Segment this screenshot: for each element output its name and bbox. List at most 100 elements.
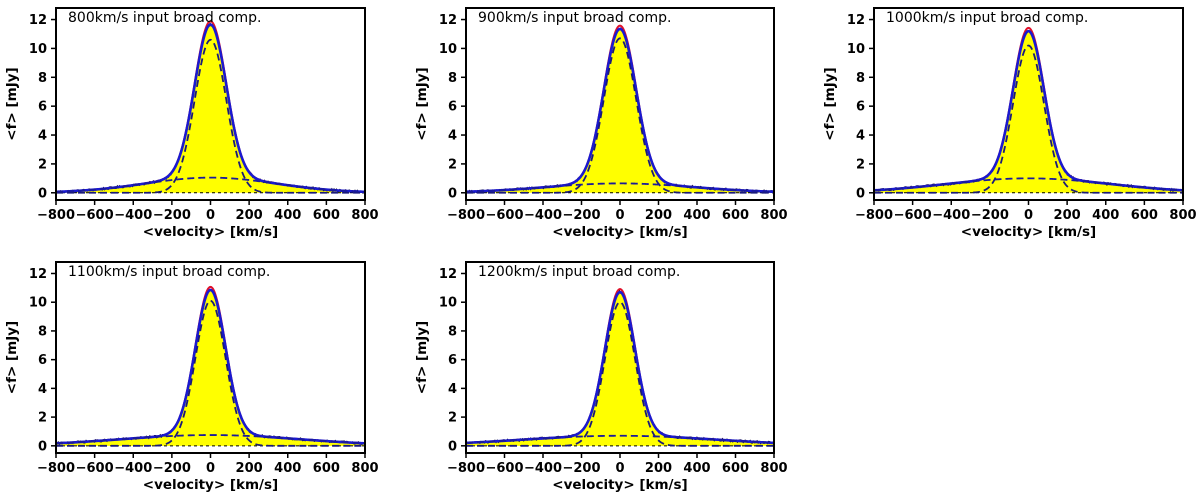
x-tick-label: −600: [76, 461, 114, 476]
x-tick-label: −600: [76, 208, 114, 223]
broad-component-line: [465, 182, 775, 193]
y-tick-label: 10: [29, 296, 47, 311]
y-tick-label: 6: [856, 100, 865, 115]
x-tick-label: −200: [562, 461, 600, 476]
x-tick-label: −600: [485, 208, 523, 223]
broad-component-line: [873, 177, 1184, 192]
x-tick-label: −800: [37, 208, 75, 223]
panel-title: 1200km/s input broad comp.: [478, 264, 680, 280]
x-tick-label: 0: [206, 208, 215, 223]
broad-component-line: [55, 434, 366, 445]
panel-title: 900km/s input broad comp.: [478, 10, 671, 26]
broad-component-line: [465, 434, 775, 444]
narrow-component-line: [56, 38, 365, 194]
x-tick-label: −600: [485, 461, 523, 476]
x-tick-label: 400: [683, 208, 710, 223]
y-tick-label: 10: [29, 42, 47, 57]
y-tick-label: 8: [38, 71, 47, 86]
y-axis-label: <f> [mJy]: [4, 67, 20, 140]
x-tick-label: 200: [645, 208, 672, 223]
y-tick-label: 8: [38, 324, 47, 339]
x-tick-label: −200: [153, 208, 191, 223]
x-tick-label: 400: [683, 461, 710, 476]
y-tick-label: 12: [847, 13, 865, 28]
x-tick-label: 200: [236, 208, 263, 223]
x-tick-label: 400: [274, 461, 301, 476]
profile-fill: [56, 290, 365, 446]
x-tick-label: −400: [114, 208, 152, 223]
y-tick-label: 0: [448, 186, 457, 201]
x-tick-label: 200: [1054, 208, 1081, 223]
x-tick-label: 600: [722, 208, 749, 223]
y-axis-label: <f> [mJy]: [4, 321, 20, 394]
x-tick-label: −800: [447, 208, 485, 223]
profile-fill: [874, 31, 1183, 193]
y-tick-label: 6: [448, 100, 457, 115]
x-tick-label: 800: [760, 461, 787, 476]
profile-fill: [56, 24, 365, 193]
x-axis-label: <velocity> [km/s]: [961, 224, 1096, 240]
x-tick-label: 800: [1169, 208, 1196, 223]
y-tick-label: 0: [38, 439, 47, 454]
y-tick-label: 2: [448, 411, 457, 426]
y-tick-label: 8: [856, 71, 865, 86]
panel-1: −800 −600 −400 −200 0 200 400 600 800 0 2 4 6 8 10 12 <v…: [4, 7, 379, 240]
x-tick-label: −200: [971, 208, 1009, 223]
y-tick-label: 4: [448, 382, 457, 397]
x-tick-label: 0: [206, 461, 215, 476]
narrow-component-line: [874, 44, 1183, 194]
y-tick-label: 2: [448, 157, 457, 172]
broad-component-line: [55, 176, 366, 193]
x-tick-label: 0: [1024, 208, 1033, 223]
panel-5: −800 −600 −400 −200 0 200 400 600 800 0 2 4 6 8 10 12 <v…: [414, 261, 788, 493]
y-tick-label: 12: [439, 13, 457, 28]
x-tick-label: −600: [894, 208, 932, 223]
x-tick-label: 200: [645, 461, 672, 476]
y-tick-label: 0: [38, 186, 47, 201]
profile-fill: [466, 28, 774, 193]
profile-fill: [466, 292, 774, 446]
y-tick-label: 4: [38, 382, 47, 397]
y-tick-label: 0: [448, 439, 457, 454]
y-tick-label: 6: [448, 353, 457, 368]
x-tick-label: 600: [313, 208, 340, 223]
y-tick-label: 6: [38, 100, 47, 115]
panel-3: −800 −600 −400 −200 0 200 400 600 800 0 2 4 6 8 10 12 <v…: [822, 7, 1197, 240]
y-tick-label: 4: [856, 129, 865, 144]
x-tick-label: −400: [932, 208, 970, 223]
panel-4: −800 −600 −400 −200 0 200 400 600 800 0 2 4 6 8 10 12 <v…: [4, 261, 379, 493]
y-tick-label: 4: [38, 129, 47, 144]
y-tick-label: 10: [439, 296, 457, 311]
y-tick-label: 0: [856, 186, 865, 201]
x-tick-label: −800: [447, 461, 485, 476]
y-tick-label: 2: [38, 157, 47, 172]
x-tick-label: −400: [524, 208, 562, 223]
narrow-component-line: [466, 37, 774, 194]
x-axis-label: <velocity> [km/s]: [143, 224, 278, 240]
x-axis-label: <velocity> [km/s]: [552, 224, 687, 240]
x-tick-label: −400: [524, 461, 562, 476]
x-tick-label: 0: [615, 461, 624, 476]
y-axis-label: <f> [mJy]: [822, 67, 838, 140]
x-tick-label: −800: [37, 461, 75, 476]
panel-title: 1100km/s input broad comp.: [68, 264, 270, 280]
panel-2: −800 −600 −400 −200 0 200 400 600 800 0 2 4 6 8 10 12 <v…: [414, 7, 788, 240]
x-tick-label: 0: [615, 208, 624, 223]
x-tick-label: −200: [153, 461, 191, 476]
x-axis-label: <velocity> [km/s]: [552, 477, 687, 493]
y-tick-label: 12: [439, 267, 457, 282]
x-tick-label: −800: [855, 208, 893, 223]
panel-title: 1000km/s input broad comp.: [886, 10, 1088, 26]
panel-title: 800km/s input broad comp.: [68, 10, 261, 26]
x-axis-label: <velocity> [km/s]: [143, 477, 278, 493]
y-tick-label: 8: [448, 324, 457, 339]
x-tick-label: 400: [1092, 208, 1119, 223]
y-tick-label: 2: [856, 157, 865, 172]
y-tick-label: 10: [847, 42, 865, 57]
x-tick-label: 600: [1131, 208, 1158, 223]
y-axis-label: <f> [mJy]: [414, 67, 430, 140]
x-tick-label: 800: [351, 208, 378, 223]
x-tick-label: −400: [114, 461, 152, 476]
y-tick-label: 6: [38, 353, 47, 368]
